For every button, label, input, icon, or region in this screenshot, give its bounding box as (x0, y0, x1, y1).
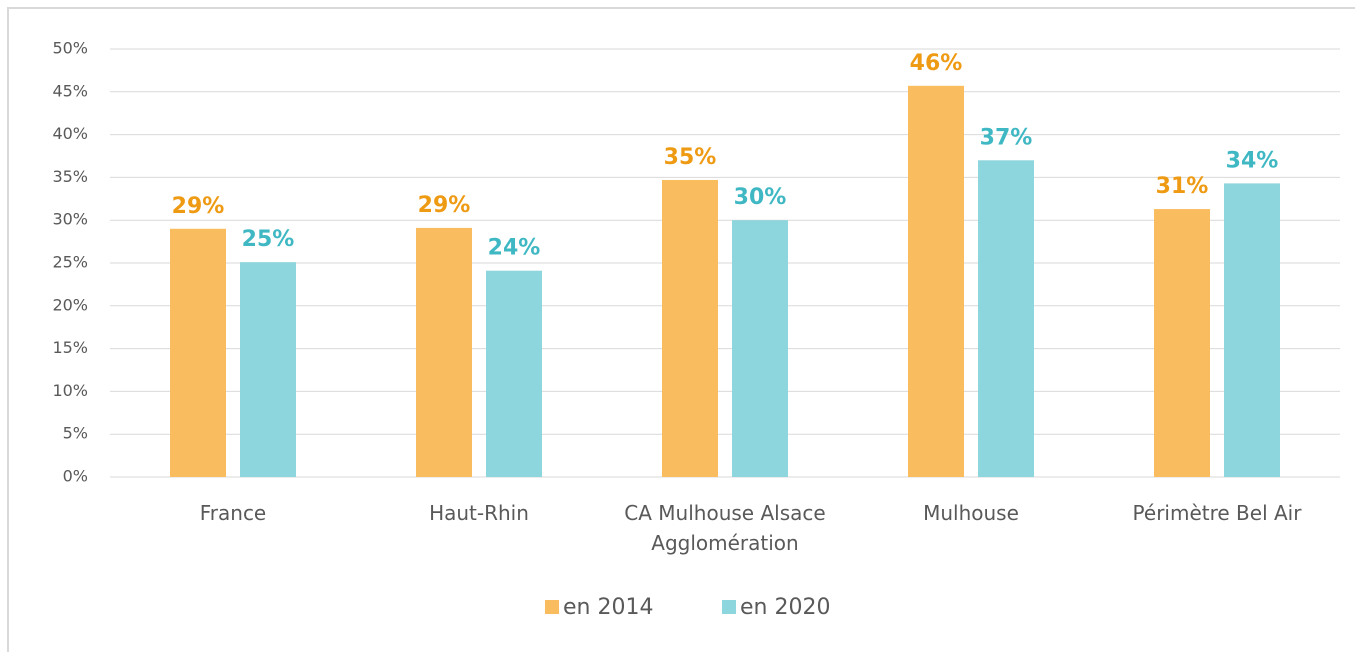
x-tick-label: CA Mulhouse Alsace Agglomération (624, 501, 826, 555)
data-label: 37% (980, 125, 1033, 150)
legend-label: en 2014 (563, 595, 653, 620)
data-label: 46% (910, 51, 963, 76)
y-tick-label: 50% (52, 39, 88, 58)
legend-swatch (545, 600, 559, 614)
bar (486, 270, 542, 477)
bar (908, 85, 964, 478)
data-label: 35% (664, 145, 717, 170)
y-tick-label: 20% (52, 295, 88, 314)
data-label: 29% (418, 193, 471, 218)
y-tick-label: 45% (52, 81, 88, 100)
x-tick-label: Haut-Rhin (429, 501, 529, 525)
x-tick-label: France (199, 501, 267, 525)
x-tick-label: Périmètre Bel Air (1132, 501, 1302, 525)
bar (1154, 209, 1210, 477)
y-tick-label: 5% (63, 424, 88, 443)
y-tick-label: 15% (52, 338, 88, 357)
bar (662, 179, 718, 477)
data-label: 24% (488, 236, 541, 261)
legend-label: en 2020 (740, 595, 830, 620)
data-label: 34% (1226, 148, 1279, 173)
bar (240, 262, 296, 477)
y-tick-label: 35% (52, 167, 88, 186)
data-label: 30% (734, 185, 787, 210)
data-label: 25% (242, 227, 295, 252)
data-label: 29% (172, 194, 225, 219)
bar (170, 228, 226, 477)
x-tick-label: Mulhouse (923, 501, 1019, 525)
bar (1224, 183, 1280, 477)
y-tick-label: 40% (52, 124, 88, 143)
y-tick-label: 25% (52, 253, 88, 272)
bar (978, 160, 1034, 477)
bar (732, 220, 788, 477)
bar (416, 227, 472, 477)
y-tick-label: 0% (63, 467, 88, 486)
data-label: 31% (1156, 174, 1209, 199)
legend-swatch (722, 600, 736, 614)
y-tick-label: 30% (52, 210, 88, 229)
y-tick-label: 10% (52, 381, 88, 400)
frame (7, 7, 1355, 652)
